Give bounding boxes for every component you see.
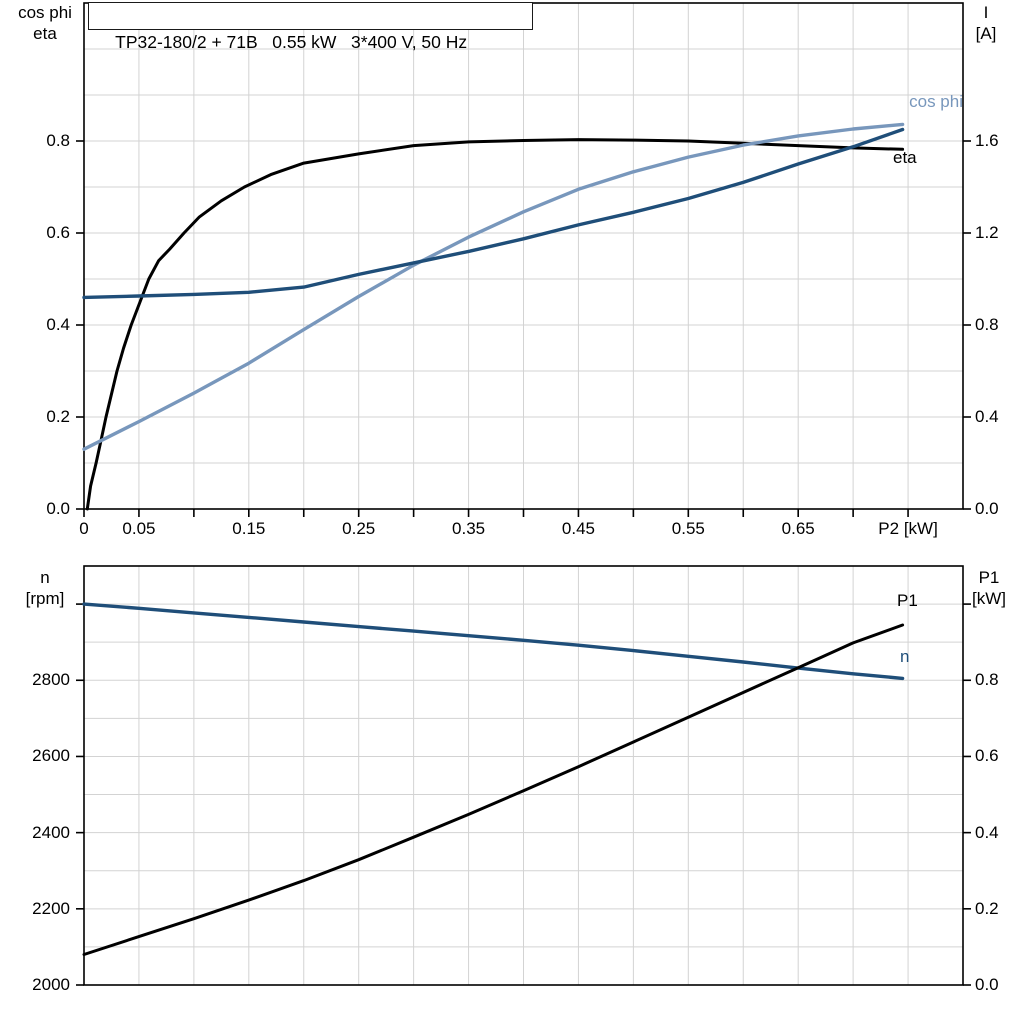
axis-label-line: I — [983, 3, 989, 22]
bottom-chart-right-axis-label: P1 [kW] — [958, 567, 1020, 609]
axis-label-line: [rpm] — [25, 589, 65, 608]
top-chart-left-axis-label: cos phi eta — [6, 2, 84, 44]
axis-label-line: eta — [33, 24, 57, 43]
axis-label-line: [A] — [975, 24, 997, 43]
chart-title: TP32-180/2 + 71B 0.55 kW 3*400 V, 50 Hz — [115, 32, 468, 52]
n-curve-label: n — [900, 647, 910, 666]
bottom-chart-left-axis-label: n [rpm] — [6, 567, 84, 609]
eta-curve-label: eta — [893, 148, 917, 167]
axis-label-line: cos phi — [18, 3, 72, 22]
axis-label-line: n — [40, 568, 50, 587]
p1-curve-label: P1 — [897, 591, 918, 610]
top-chart-right-axis-label: I [A] — [958, 2, 1014, 44]
axis-label-line: [kW] — [972, 589, 1006, 608]
axis-label-line: P1 — [978, 568, 1000, 587]
cos-phi-curve-label: cos phi — [909, 92, 963, 111]
chart-title-box: TP32-180/2 + 71B 0.55 kW 3*400 V, 50 Hz — [88, 2, 533, 52]
